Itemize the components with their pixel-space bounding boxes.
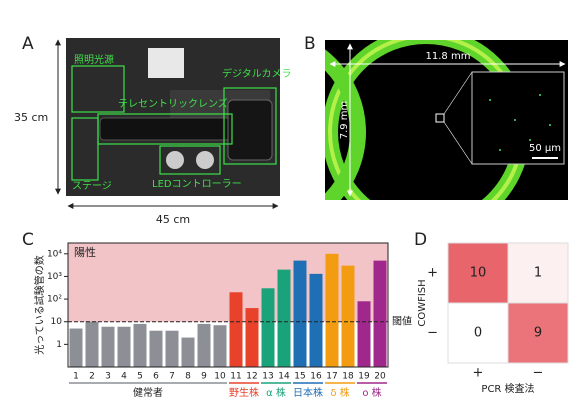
knob bbox=[166, 151, 184, 169]
callout-label: ステージ bbox=[72, 181, 112, 192]
inset bbox=[471, 71, 565, 165]
cell-label: 1 bbox=[534, 266, 542, 281]
device-box bbox=[148, 48, 184, 78]
x-tick-label: 9 bbox=[201, 372, 207, 382]
bar bbox=[373, 260, 387, 367]
bar bbox=[325, 253, 339, 367]
knob bbox=[196, 151, 214, 169]
x-tick-label: 13 bbox=[262, 372, 273, 382]
x-tick-label: 20 bbox=[374, 372, 386, 382]
x-axis-label: PCR 検査法 bbox=[481, 382, 534, 395]
bar bbox=[133, 323, 147, 367]
y-axis-label: COWFISH bbox=[417, 279, 428, 326]
y-tick-label: 10 bbox=[51, 317, 63, 327]
heatmap-cell bbox=[447, 302, 509, 364]
y-tick-label: 10² bbox=[47, 295, 62, 305]
column-label: − bbox=[533, 366, 544, 381]
zoom-line bbox=[443, 121, 473, 165]
x-tick-label: 8 bbox=[185, 372, 191, 382]
group-label: α 株 bbox=[266, 386, 286, 399]
y-tick-label: 10³ bbox=[47, 272, 62, 282]
bar-chart: 陽性 C 光っている試験管の数 1 10 10² 10³ 10⁴ 健常者 野生株 α 株日本株 δ 株… bbox=[22, 230, 412, 399]
x-tick-label: 16 bbox=[310, 372, 322, 382]
panel-letter: D bbox=[414, 230, 427, 250]
x-tick-label: 2 bbox=[89, 372, 95, 382]
positive-region bbox=[68, 243, 388, 322]
x-tick-label: 17 bbox=[326, 372, 337, 382]
x-tick-label: 11 bbox=[230, 372, 241, 382]
x-tick-label: 3 bbox=[105, 372, 111, 382]
heatmap-cell bbox=[507, 302, 569, 364]
dimension-label: 45 cm bbox=[156, 213, 190, 226]
bar bbox=[149, 330, 163, 367]
x-tick-label: 4 bbox=[121, 372, 127, 382]
panel-letter: A bbox=[22, 34, 34, 54]
panel-letter: C bbox=[22, 230, 34, 250]
column-label: + bbox=[473, 366, 484, 381]
bar bbox=[197, 323, 211, 367]
group-label: 日本株 bbox=[293, 386, 323, 399]
x-tick-label: 19 bbox=[358, 372, 370, 382]
heatmap-cell bbox=[447, 242, 509, 304]
dimension-label: 11.8 mm bbox=[426, 51, 471, 62]
bar bbox=[181, 337, 195, 367]
group-label: 健常者 bbox=[133, 386, 163, 399]
x-tick-label: 1 bbox=[73, 372, 79, 382]
cell-label: 9 bbox=[534, 326, 542, 341]
group-label: 野生株 bbox=[229, 386, 259, 399]
lens bbox=[99, 117, 231, 141]
bar bbox=[69, 328, 83, 367]
y-axis-label: 光っている試験管の数 bbox=[33, 255, 46, 355]
bar bbox=[213, 325, 227, 367]
x-tick-label: 18 bbox=[342, 372, 354, 382]
x-tick-label: 5 bbox=[137, 372, 143, 382]
bar bbox=[165, 330, 179, 367]
bar bbox=[309, 273, 323, 367]
y-tick-label: 1 bbox=[56, 340, 62, 350]
callout-label: デジタルカメラ bbox=[222, 67, 292, 80]
x-tick-label: 14 bbox=[278, 372, 290, 382]
camera bbox=[227, 99, 273, 161]
group-label: δ 株 bbox=[330, 386, 349, 399]
bar bbox=[261, 288, 275, 367]
bar bbox=[117, 326, 131, 367]
callout-label: 照明光源 bbox=[74, 53, 114, 66]
callout-label: テレセントリックレンズ bbox=[118, 97, 228, 110]
bar bbox=[101, 326, 115, 367]
heatmap-cell bbox=[507, 242, 569, 304]
group-label: ο 株 bbox=[362, 386, 381, 399]
dimension-label: 35 cm bbox=[14, 111, 48, 124]
bar bbox=[245, 308, 259, 367]
bar bbox=[277, 269, 291, 367]
callout-boxes bbox=[71, 65, 277, 181]
bar bbox=[357, 301, 371, 367]
row-label: + bbox=[427, 266, 438, 281]
zoom-line bbox=[443, 71, 473, 115]
x-tick-label: 15 bbox=[294, 372, 305, 382]
y-tick-label: 10⁴ bbox=[47, 249, 62, 259]
x-tick-label: 6 bbox=[153, 372, 159, 382]
scale-label: 50 µm bbox=[529, 143, 561, 154]
row-label: − bbox=[427, 326, 438, 341]
bar bbox=[293, 260, 307, 367]
cell-label: 10 bbox=[470, 266, 487, 281]
region-label: 陽性 bbox=[74, 245, 96, 259]
threshold-label: 閾値 bbox=[392, 315, 412, 328]
cell-label: 0 bbox=[474, 326, 482, 341]
zoom-box bbox=[435, 113, 445, 123]
bar bbox=[341, 265, 355, 367]
bar bbox=[229, 292, 243, 367]
plot-frame bbox=[67, 242, 389, 368]
x-tick-label: 7 bbox=[169, 372, 175, 382]
x-tick-label: 10 bbox=[214, 372, 226, 382]
panel-letter: B bbox=[304, 34, 316, 54]
dimension-label: 7.9 mm bbox=[339, 101, 350, 140]
bar bbox=[85, 321, 99, 367]
callout-label: LEDコントローラー bbox=[152, 178, 242, 190]
x-tick-label: 12 bbox=[246, 372, 257, 382]
inset-dots bbox=[489, 94, 551, 151]
